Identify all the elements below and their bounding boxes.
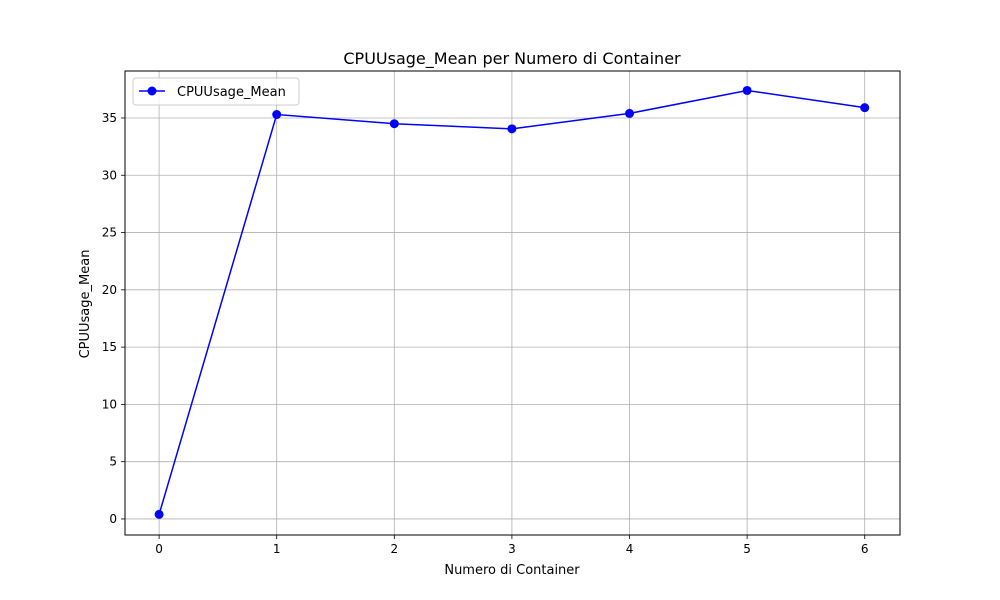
data-point <box>507 124 517 134</box>
x-axis-label: Numero di Container <box>444 563 580 578</box>
ticks: 0 1 2 3 4 5 6 0 5 10 15 20 25 30 35 <box>102 111 869 556</box>
legend-entry-label: CPUUsage_Mean <box>177 85 286 100</box>
y-tick-label: 15 <box>102 340 117 354</box>
x-tick-label: 5 <box>743 542 751 556</box>
y-tick-label: 5 <box>109 455 117 469</box>
data-point <box>154 509 164 519</box>
y-tick-label: 20 <box>102 283 117 297</box>
y-tick-label: 0 <box>109 512 117 526</box>
y-axis-label: CPUUsage_Mean <box>78 250 93 359</box>
legend: CPUUsage_Mean <box>132 77 300 106</box>
data-point <box>389 119 399 129</box>
series-layer <box>154 85 870 519</box>
x-tick-label: 2 <box>390 542 398 556</box>
y-tick-label: 30 <box>102 168 117 182</box>
legend-box <box>132 77 300 106</box>
x-tick-label: 4 <box>626 542 634 556</box>
y-tick-label: 10 <box>102 397 117 411</box>
data-point <box>860 103 870 113</box>
legend-marker <box>147 86 157 96</box>
data-point <box>742 85 752 95</box>
x-tick-label: 1 <box>273 542 281 556</box>
x-tick-label: 0 <box>155 542 163 556</box>
chart-title: CPUUsage_Mean per Numero di Container <box>343 49 681 69</box>
y-tick-label: 35 <box>102 111 117 125</box>
y-tick-label: 25 <box>102 226 117 240</box>
data-point <box>625 108 635 118</box>
data-point <box>272 110 282 120</box>
plot-frame <box>124 70 901 536</box>
x-tick-label: 6 <box>861 542 869 556</box>
grid <box>125 71 900 535</box>
x-tick-label: 3 <box>508 542 516 556</box>
